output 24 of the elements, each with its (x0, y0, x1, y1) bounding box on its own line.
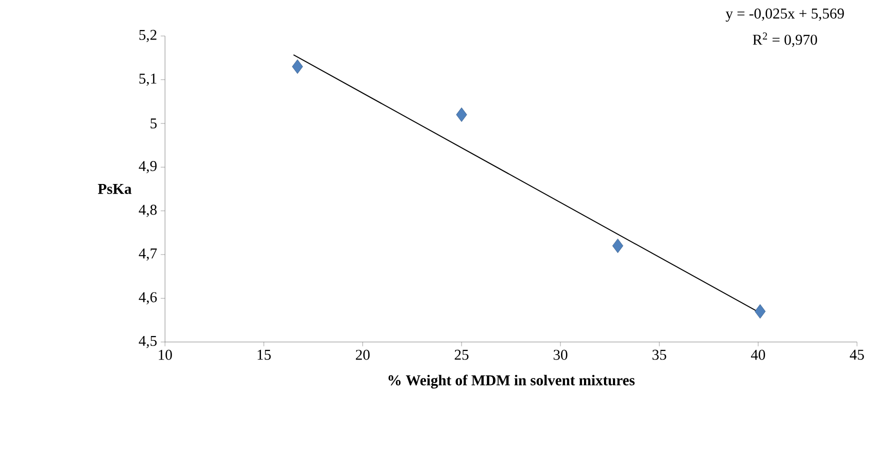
x-axis-title: % Weight of MDM in solvent mixtures (388, 374, 635, 389)
x-tick-label: 15 (258, 350, 271, 360)
point (292, 59, 303, 74)
y-tick-label: 4,9 (138, 161, 157, 174)
y-tick-label: 5 (150, 118, 157, 128)
x-tick-label: 35 (652, 350, 666, 360)
y-tick-label: 5,1 (139, 74, 156, 86)
text: y = -0,025x + 5,569 (726, 8, 844, 22)
y-axis-title: PsKa (98, 184, 132, 194)
x-tick-label: 20 (356, 350, 370, 360)
y-tick-label: 4,8 (138, 204, 157, 217)
x-tick-label: 25 (454, 350, 468, 360)
y-tick-label: 4,7 (138, 248, 157, 261)
y-tick-label: 5,2 (139, 30, 156, 42)
y-tick-label: 4,5 (138, 336, 157, 348)
point (754, 304, 766, 319)
y-tick-label: 4,6 (138, 292, 157, 304)
annotation: R$^{2}$ = 0,970 (752, 32, 818, 47)
point (612, 238, 624, 254)
x-tick-label: 40 (750, 350, 766, 360)
x-tick-label: 30 (554, 350, 568, 360)
x-tick-label: 10 (158, 350, 172, 360)
point (456, 107, 468, 122)
x-tick-label: 45 (850, 350, 864, 360)
